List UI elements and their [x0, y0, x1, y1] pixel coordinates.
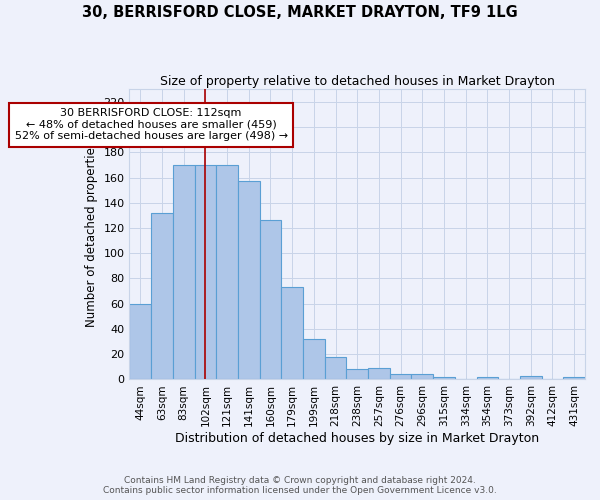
Bar [390, 374, 412, 380]
Title: Size of property relative to detached houses in Market Drayton: Size of property relative to detached ho… [160, 75, 554, 88]
Bar [281, 288, 303, 380]
Bar [238, 182, 260, 380]
Bar [130, 304, 151, 380]
Bar [563, 377, 585, 380]
Bar [476, 377, 498, 380]
Bar [433, 377, 455, 380]
Bar [346, 370, 368, 380]
Bar [412, 374, 433, 380]
Bar [216, 165, 238, 380]
Bar [303, 339, 325, 380]
Text: 30 BERRISFORD CLOSE: 112sqm
← 48% of detached houses are smaller (459)
52% of se: 30 BERRISFORD CLOSE: 112sqm ← 48% of det… [14, 108, 287, 142]
Bar [194, 165, 216, 380]
X-axis label: Distribution of detached houses by size in Market Drayton: Distribution of detached houses by size … [175, 432, 539, 445]
Text: 30, BERRISFORD CLOSE, MARKET DRAYTON, TF9 1LG: 30, BERRISFORD CLOSE, MARKET DRAYTON, TF… [82, 5, 518, 20]
Bar [325, 356, 346, 380]
Bar [260, 220, 281, 380]
Bar [173, 165, 194, 380]
Bar [368, 368, 390, 380]
Bar [151, 213, 173, 380]
Bar [520, 376, 542, 380]
Y-axis label: Number of detached properties: Number of detached properties [85, 142, 98, 328]
Text: Contains HM Land Registry data © Crown copyright and database right 2024.
Contai: Contains HM Land Registry data © Crown c… [103, 476, 497, 495]
